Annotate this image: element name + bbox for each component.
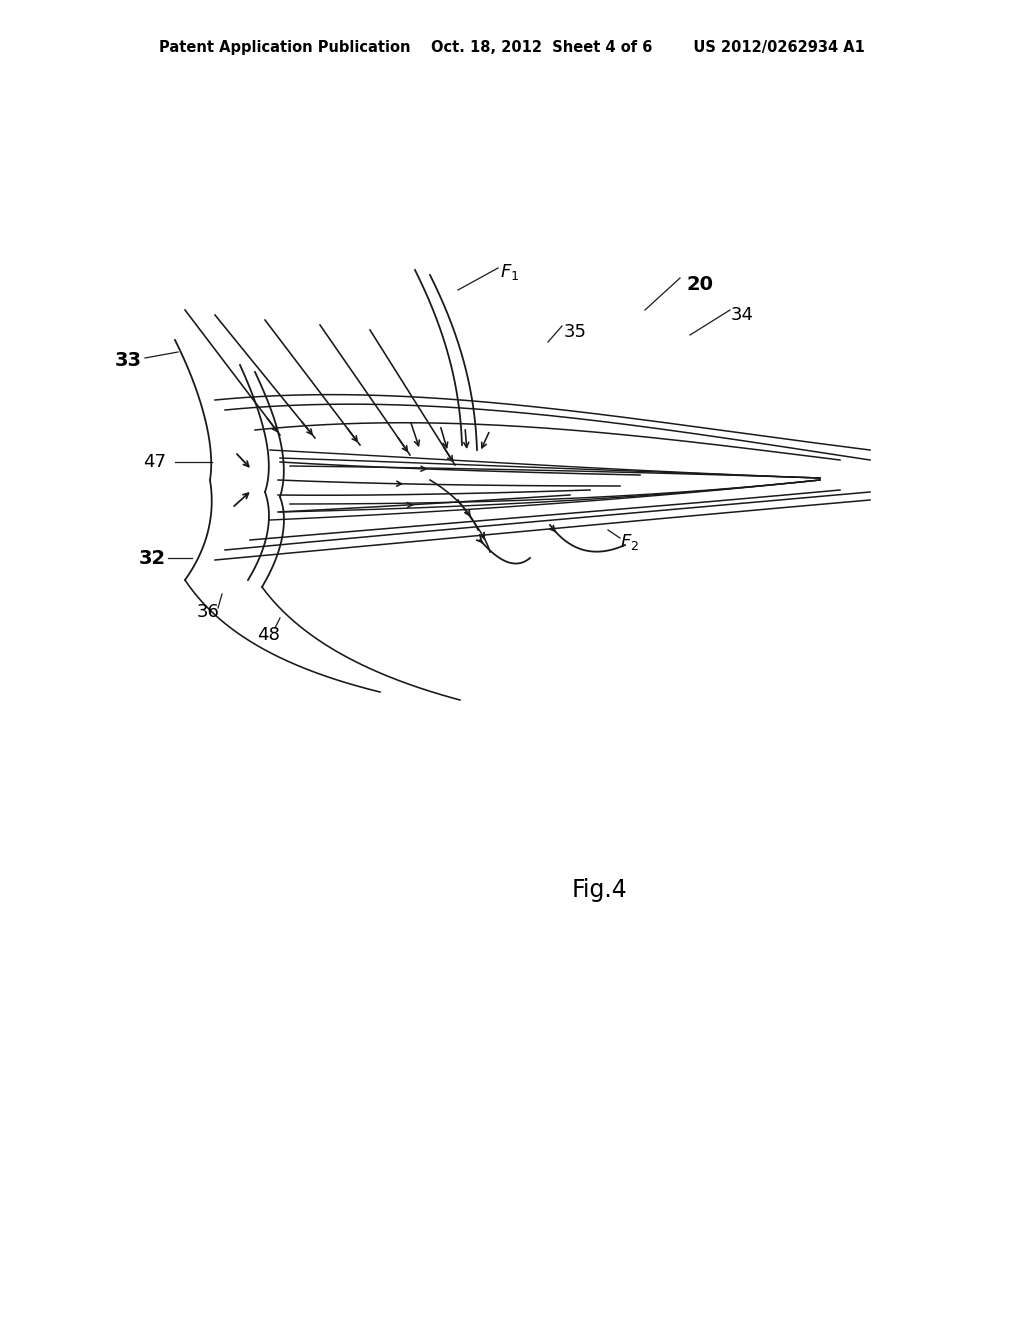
Text: 34: 34 bbox=[730, 306, 754, 323]
Text: $F_2$: $F_2$ bbox=[621, 532, 640, 552]
Text: 36: 36 bbox=[197, 603, 219, 620]
Text: 20: 20 bbox=[686, 276, 714, 294]
Text: 47: 47 bbox=[143, 453, 167, 471]
Text: Patent Application Publication    Oct. 18, 2012  Sheet 4 of 6        US 2012/026: Patent Application Publication Oct. 18, … bbox=[159, 40, 865, 55]
Text: Fig.4: Fig.4 bbox=[572, 878, 628, 902]
Text: 48: 48 bbox=[257, 626, 280, 644]
Text: 32: 32 bbox=[138, 549, 166, 568]
Text: $F_1$: $F_1$ bbox=[501, 261, 519, 282]
Text: 35: 35 bbox=[563, 323, 587, 341]
Text: 33: 33 bbox=[115, 351, 141, 370]
